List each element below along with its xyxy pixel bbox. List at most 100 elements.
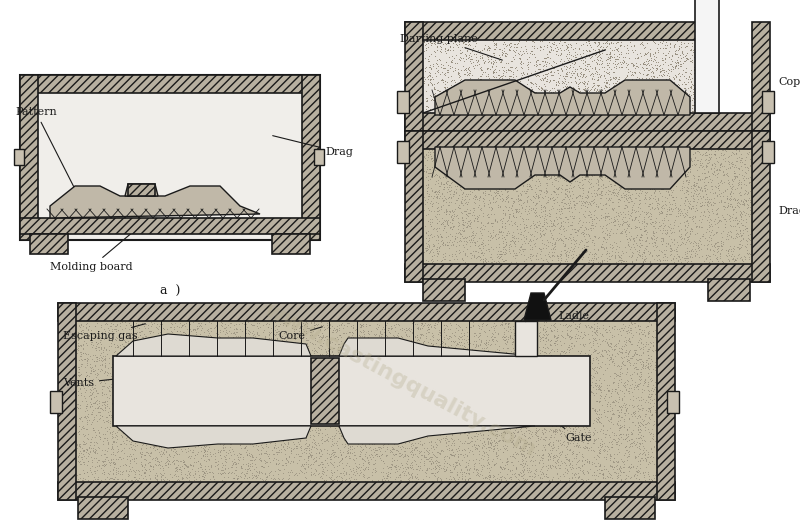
Point bbox=[582, 52, 595, 60]
Point bbox=[591, 413, 604, 421]
Point bbox=[622, 348, 635, 356]
Point bbox=[383, 393, 396, 401]
Point bbox=[178, 399, 191, 407]
Point bbox=[364, 369, 377, 378]
Point bbox=[682, 97, 695, 105]
Point bbox=[676, 111, 689, 119]
Point bbox=[641, 82, 654, 90]
Point bbox=[608, 178, 621, 187]
Point bbox=[266, 411, 278, 419]
Point bbox=[300, 365, 313, 373]
Point bbox=[546, 353, 558, 361]
Point bbox=[714, 148, 727, 157]
Point bbox=[386, 450, 399, 458]
Point bbox=[671, 79, 684, 88]
Point bbox=[412, 427, 425, 435]
Point bbox=[434, 47, 446, 55]
Point bbox=[730, 172, 743, 181]
Point bbox=[474, 341, 486, 350]
Point bbox=[710, 239, 722, 247]
Point bbox=[166, 332, 179, 340]
Point bbox=[429, 464, 442, 472]
Point bbox=[432, 426, 445, 435]
Point bbox=[336, 464, 349, 472]
Point bbox=[586, 236, 599, 244]
Point bbox=[593, 216, 606, 224]
Point bbox=[179, 421, 192, 430]
Point bbox=[458, 331, 470, 340]
Point bbox=[546, 61, 558, 70]
Point bbox=[210, 334, 222, 343]
Point bbox=[650, 467, 662, 476]
Point bbox=[634, 233, 646, 241]
Point bbox=[506, 173, 518, 182]
Point bbox=[667, 114, 680, 122]
Point bbox=[690, 41, 703, 49]
Point bbox=[620, 370, 633, 378]
Point bbox=[351, 340, 364, 349]
Point bbox=[506, 92, 518, 101]
Point bbox=[304, 383, 317, 392]
Point bbox=[606, 462, 618, 470]
Point bbox=[655, 126, 668, 134]
Point bbox=[353, 343, 366, 351]
Point bbox=[585, 135, 598, 144]
Point bbox=[454, 84, 466, 92]
Point bbox=[443, 83, 456, 92]
Point bbox=[679, 107, 692, 115]
Point bbox=[577, 189, 590, 197]
Point bbox=[665, 65, 678, 73]
Point bbox=[538, 384, 550, 393]
Point bbox=[552, 426, 565, 434]
Point bbox=[240, 338, 253, 346]
Point bbox=[468, 49, 481, 58]
Point bbox=[556, 209, 569, 217]
Point bbox=[530, 442, 542, 450]
Point bbox=[375, 433, 388, 441]
Point bbox=[664, 131, 677, 139]
Point bbox=[456, 48, 469, 56]
Point bbox=[542, 451, 555, 459]
Point bbox=[612, 91, 625, 100]
Point bbox=[440, 58, 453, 66]
Point bbox=[635, 39, 648, 47]
Point bbox=[279, 408, 292, 417]
Point bbox=[441, 369, 454, 377]
Point bbox=[639, 95, 652, 104]
Point bbox=[530, 418, 543, 426]
Point bbox=[530, 164, 542, 172]
Point bbox=[494, 252, 506, 260]
Point bbox=[94, 351, 107, 359]
Point bbox=[438, 98, 450, 107]
Point bbox=[172, 475, 185, 483]
Point bbox=[556, 66, 569, 75]
Point bbox=[467, 177, 480, 185]
Point bbox=[673, 109, 686, 117]
Point bbox=[460, 458, 473, 466]
Point bbox=[443, 206, 456, 215]
Point bbox=[525, 438, 538, 446]
Point bbox=[543, 173, 556, 182]
Point bbox=[584, 381, 597, 389]
Point bbox=[304, 328, 317, 337]
Point bbox=[508, 440, 521, 449]
Point bbox=[494, 476, 507, 484]
Point bbox=[634, 176, 647, 184]
Point bbox=[124, 405, 137, 414]
Point bbox=[427, 343, 440, 352]
Point bbox=[418, 67, 431, 75]
Point bbox=[496, 344, 509, 352]
Point bbox=[543, 58, 556, 67]
Point bbox=[656, 185, 669, 193]
Point bbox=[568, 114, 581, 122]
Polygon shape bbox=[524, 293, 551, 320]
Point bbox=[563, 106, 576, 115]
Point bbox=[166, 439, 179, 448]
Point bbox=[646, 448, 658, 456]
Point bbox=[122, 354, 134, 363]
Point bbox=[429, 89, 442, 97]
Point bbox=[138, 373, 150, 381]
Point bbox=[499, 42, 512, 51]
Point bbox=[605, 392, 618, 400]
Point bbox=[170, 476, 183, 484]
